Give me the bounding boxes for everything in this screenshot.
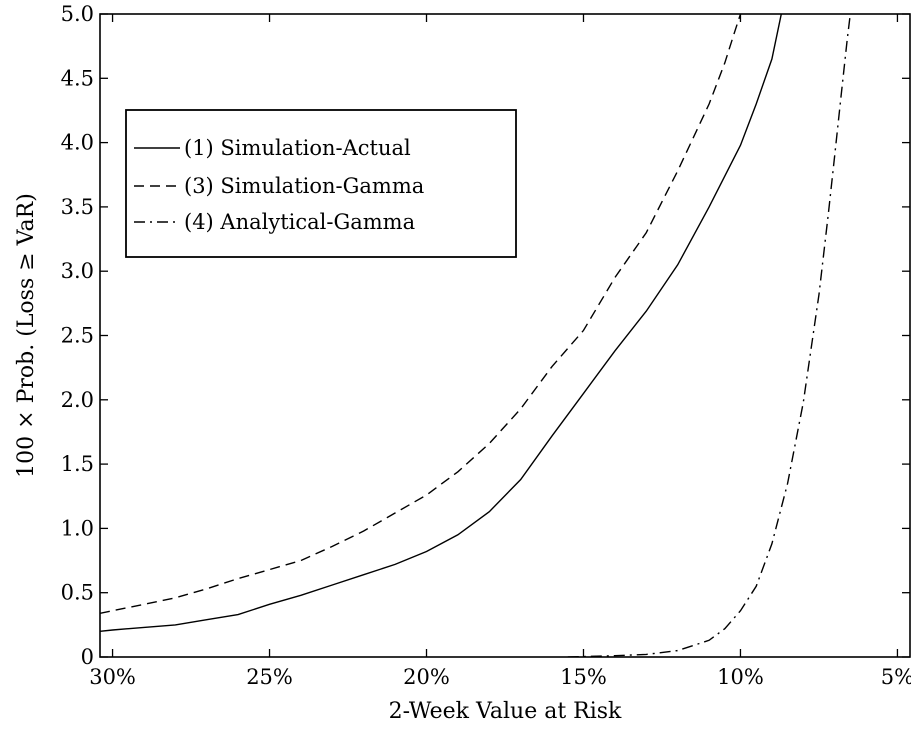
legend: (1) Simulation-Actual (3) Simulation-Gamm… xyxy=(125,109,517,258)
y-tick-label: 2.5 xyxy=(61,324,94,348)
series-layer xyxy=(100,14,851,657)
ticks-layer: 0 0.5 1.0 1.5 2.0 2.5 3.0 3.5 4.0 4.5 5.0 30% 25% 20%… xyxy=(61,2,911,689)
y-tick-label: 0.5 xyxy=(61,581,94,605)
x-tick-label: 10% xyxy=(717,665,764,689)
legend-label-2: (3) Simulation-Gamma xyxy=(184,174,424,198)
x-axis-label: 2-Week Value at Risk xyxy=(389,699,622,724)
y-tick-label: 5.0 xyxy=(61,2,94,26)
series-line-2 xyxy=(100,14,742,614)
y-tick-label: 3.0 xyxy=(61,259,94,283)
y-axis-label: 100 × Prob. (Loss ≥ VaR) xyxy=(14,193,39,478)
series-line-3 xyxy=(567,14,851,657)
y-tick-label: 1.5 xyxy=(61,452,94,476)
y-tick-label: 0 xyxy=(81,645,94,669)
x-tick-label: 20% xyxy=(403,665,450,689)
y-tick-label: 3.5 xyxy=(61,195,94,219)
series-line-1 xyxy=(100,14,782,632)
legend-box xyxy=(125,109,517,258)
x-tick-label: 15% xyxy=(560,665,607,689)
y-tick-label: 4.5 xyxy=(61,66,94,90)
x-tick-label: 25% xyxy=(246,665,293,689)
y-tick-label: 2.0 xyxy=(61,388,94,412)
x-tick-label: 30% xyxy=(89,665,136,689)
y-tick-label: 4.0 xyxy=(61,131,94,155)
y-tick-label: 1.0 xyxy=(61,516,94,540)
legend-label-1: (1) Simulation-Actual xyxy=(184,136,411,160)
x-tick-label: 5% xyxy=(881,665,911,689)
legend-label-3: (4) Analytical-Gamma xyxy=(184,210,415,234)
